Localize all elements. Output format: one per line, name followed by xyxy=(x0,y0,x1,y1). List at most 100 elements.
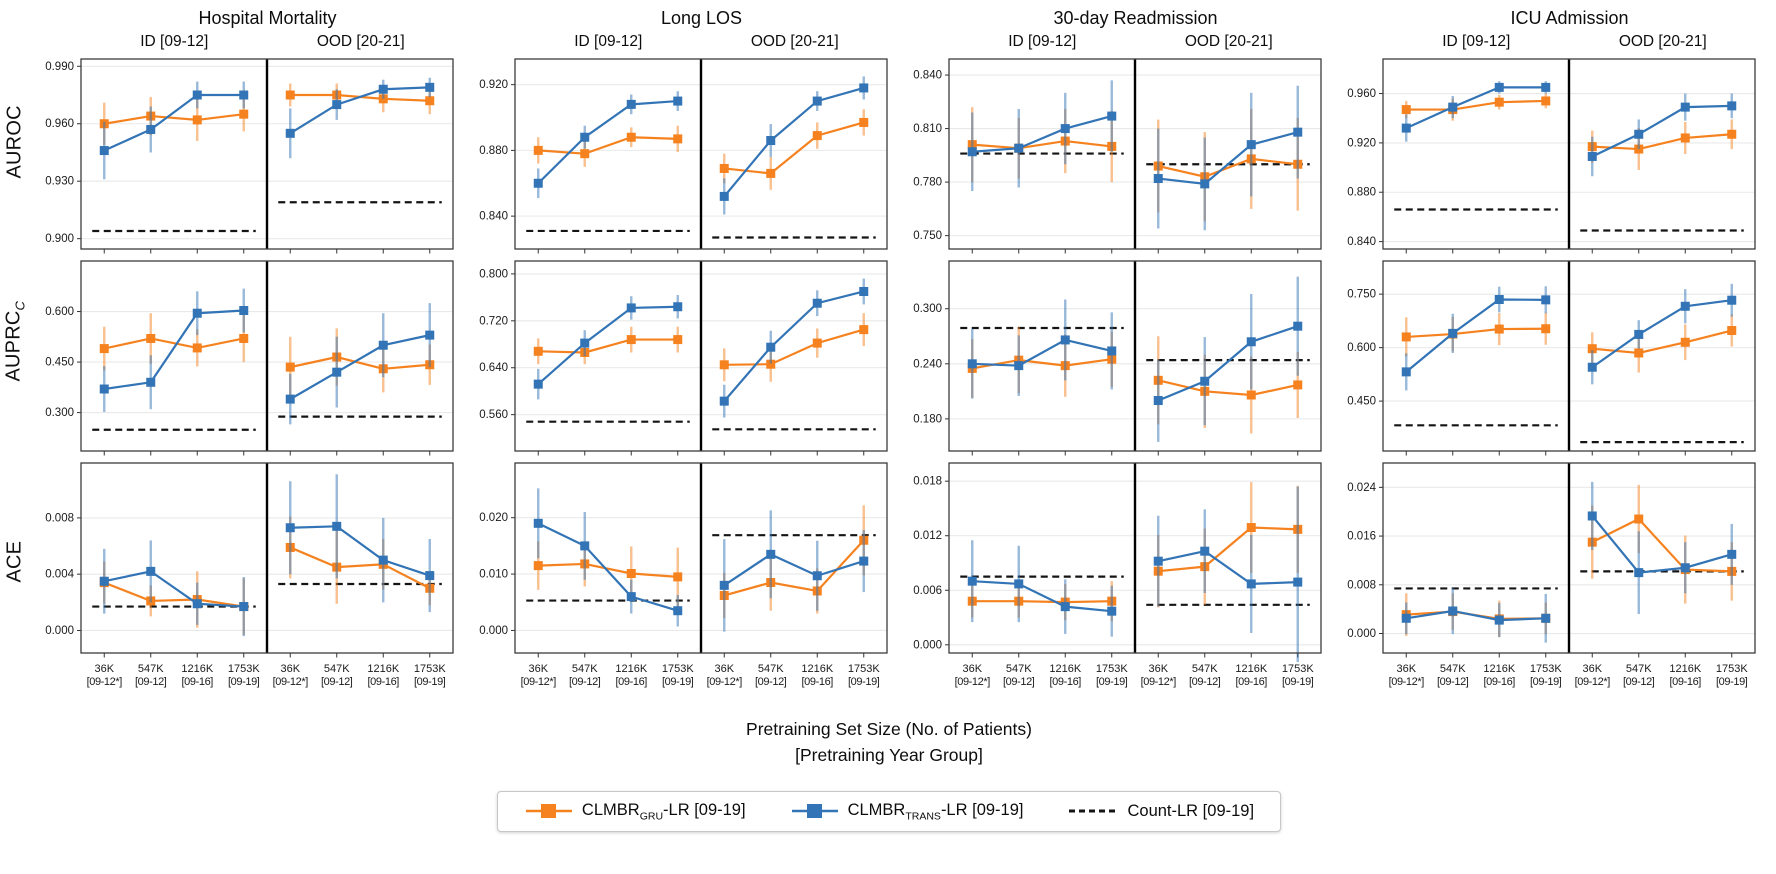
x-tick-label: 547K [09-12] xyxy=(1189,663,1221,689)
x-tick-label: 1753K [09-19] xyxy=(413,663,446,689)
x-tick-label: 1216K [09-16] xyxy=(615,663,648,689)
svg-text:0.000: 0.000 xyxy=(479,625,508,637)
svg-text:0.008: 0.008 xyxy=(45,512,74,524)
legend-label-gru: CLMBRGRU-LR [09-19] xyxy=(581,800,746,822)
svg-text:0.840: 0.840 xyxy=(1347,236,1376,248)
svg-text:0.880: 0.880 xyxy=(1347,187,1376,199)
panel-auroc-long-los: 0.840 0.880 0.920 xyxy=(479,58,888,254)
legend-marker-gru-icon xyxy=(525,804,572,819)
x-tick-labels: 36K [09-12*] 547K [09-12] 1216K [09-16] 1753K[… xyxy=(515,662,887,698)
x-tick-label: 1753K [09-19] xyxy=(227,663,260,689)
legend-label-trans: CLMBRTRANS-LR [09-19] xyxy=(847,800,1024,822)
panel-auprc-c-long-los: 0.560 0.640 0.720 0.800 xyxy=(479,260,888,456)
x-tick-label: 547K [09-12] xyxy=(135,663,167,689)
x-tick-label: 36K [09-12*] xyxy=(1140,663,1177,689)
svg-text:0.920: 0.920 xyxy=(479,79,508,91)
svg-text:0.300: 0.300 xyxy=(45,407,74,419)
x-tick-label: 1753K [09-19] xyxy=(1095,663,1128,689)
x-tick-label: 547K [09-12] xyxy=(321,663,353,689)
svg-text:0.006: 0.006 xyxy=(913,585,942,597)
subheader-ood: OOD [20-21] xyxy=(1618,33,1707,50)
x-tick-labels: 36K [09-12*] 547K [09-12] 1216K [09-16] 1753K[… xyxy=(1383,662,1755,698)
svg-text:0.920: 0.920 xyxy=(1347,137,1376,149)
subheader-ood: OOD [20-21] xyxy=(750,33,839,50)
x-tick-label: 1216K [09-16] xyxy=(181,663,214,689)
svg-text:0.900: 0.900 xyxy=(45,233,74,245)
subheader-id: ID [09-12] xyxy=(574,33,643,50)
x-axis-label-line1: Pretraining Set Size (No. of Patients) xyxy=(746,719,1032,739)
x-tick-label: 36K [09-12*] xyxy=(954,663,991,689)
svg-text:0.840: 0.840 xyxy=(479,211,508,223)
x-tick-label: 1216K [09-16] xyxy=(367,663,400,689)
panel-auroc-30-day-readmission: 0.750 0.780 0.810 0.840 xyxy=(913,58,1322,254)
panel-ace-long-los: 0.000 0.010 0.020 xyxy=(479,462,888,658)
svg-text:0.024: 0.024 xyxy=(1347,482,1376,494)
svg-text:0.810: 0.810 xyxy=(913,123,942,135)
svg-text:0.000: 0.000 xyxy=(913,639,942,651)
x-tick-label: 36K [09-12*] xyxy=(1574,663,1611,689)
subpanel-headers: ID [09-12] OOD [20-21] xyxy=(898,32,1322,56)
panel-auprc-c-hospital-mortality: 0.300 0.450 0.600 xyxy=(45,260,454,456)
x-tick-label: 1216K [09-16] xyxy=(1235,663,1268,689)
subheader-id: ID [09-12] xyxy=(140,33,209,50)
svg-text:0.640: 0.640 xyxy=(479,362,508,374)
svg-text:0.012: 0.012 xyxy=(913,530,942,542)
x-tick-label: 1753K [09-19] xyxy=(1715,663,1748,689)
panel-ace-icu-admission: 0.000 0.008 0.016 0.024 xyxy=(1347,462,1756,658)
x-tick-label: 1753K [09-19] xyxy=(847,663,880,689)
x-tick-label: 547K [09-12] xyxy=(569,663,601,689)
panel-auroc-hospital-mortality: 0.900 0.930 0.960 0.990 xyxy=(45,58,454,254)
task-title: Long LOS xyxy=(660,8,743,28)
subheader-ood: OOD [20-21] xyxy=(1184,33,1273,50)
x-tick-labels: 36K [09-12*] 547K [09-12] 1216K [09-16] 1753K[… xyxy=(81,662,453,698)
row-label-ace: ACE xyxy=(3,540,26,583)
x-tick-label: 1216K [09-16] xyxy=(1483,663,1516,689)
x-tick-label: 36K [09-12*] xyxy=(520,663,557,689)
legend-marker-count-icon xyxy=(1069,809,1118,813)
x-axis-label: Pretraining Set Size (No. of Patients) [… xyxy=(2,716,1776,769)
svg-text:0.018: 0.018 xyxy=(913,476,942,488)
svg-text:0.000: 0.000 xyxy=(1347,628,1376,640)
x-tick-label: 547K [09-12] xyxy=(1623,663,1655,689)
legend-label-count: Count-LR [09-19] xyxy=(1127,801,1255,820)
legend: CLMBRGRU-LR [09-19] CLMBRTRANS-LR [09-19… xyxy=(496,790,1282,832)
x-tick-label: 547K [09-12] xyxy=(1437,663,1469,689)
task-group-30-day-readmission: 30-day Readmission ID [09-12] OOD [20-21] 0… xyxy=(898,6,1322,698)
svg-text:0.720: 0.720 xyxy=(479,315,508,327)
panel-grid: Hospital Mortality ID [09-12] OOD [20-21] 0… xyxy=(2,6,1776,698)
legend-item-clmbr-trans: CLMBRTRANS-LR [09-19] xyxy=(790,800,1024,822)
svg-text:0.240: 0.240 xyxy=(913,358,942,370)
svg-text:0.010: 0.010 xyxy=(479,569,508,581)
svg-text:0.020: 0.020 xyxy=(479,512,508,524)
x-tick-label: 36K [09-12*] xyxy=(706,663,743,689)
svg-text:0.560: 0.560 xyxy=(479,409,508,421)
task-group-icu-admission: ICU Admission ID [09-12] OOD [20-21] 0.840 0… xyxy=(1332,6,1756,698)
svg-text:0.016: 0.016 xyxy=(1347,531,1376,543)
x-tick-label: 547K [09-12] xyxy=(1003,663,1035,689)
panel-ace-30-day-readmission: 0.000 0.006 0.012 0.018 xyxy=(913,462,1322,662)
x-tick-label: 1753K [09-19] xyxy=(1281,663,1314,689)
svg-text:0.750: 0.750 xyxy=(1347,289,1376,301)
svg-text:0.450: 0.450 xyxy=(1347,396,1376,408)
panel-ace-hospital-mortality: 0.000 0.004 0.008 xyxy=(45,462,454,658)
svg-text:0.750: 0.750 xyxy=(913,230,942,242)
x-tick-labels: 36K [09-12*] 547K [09-12] 1216K [09-16] 1753K[… xyxy=(949,662,1321,698)
svg-text:0.180: 0.180 xyxy=(913,413,942,425)
panel-auprc-c-30-day-readmission: 0.180 0.240 0.300 xyxy=(913,260,1322,456)
legend-item-clmbr-gru: CLMBRGRU-LR [09-19] xyxy=(524,801,746,822)
svg-text:0.990: 0.990 xyxy=(45,61,74,73)
task-group-hospital-mortality: Hospital Mortality ID [09-12] OOD [20-21] 0… xyxy=(30,6,454,698)
svg-text:0.960: 0.960 xyxy=(45,118,74,130)
task-title: ICU Admission xyxy=(1510,8,1629,28)
svg-text:0.960: 0.960 xyxy=(1347,88,1376,100)
svg-text:0.600: 0.600 xyxy=(45,306,74,318)
panel-auroc-icu-admission: 0.840 0.880 0.920 0.960 xyxy=(1347,58,1756,254)
subheader-ood: OOD [20-21] xyxy=(316,33,405,50)
svg-text:0.008: 0.008 xyxy=(1347,579,1376,591)
x-tick-label: 36K [09-12*] xyxy=(272,663,309,689)
row-label-auroc: AUROC xyxy=(3,105,26,179)
task-title: Hospital Mortality xyxy=(198,8,337,28)
subpanel-headers: ID [09-12] OOD [20-21] xyxy=(1332,32,1756,56)
row-label-auprc: AUPRCC xyxy=(2,300,28,382)
